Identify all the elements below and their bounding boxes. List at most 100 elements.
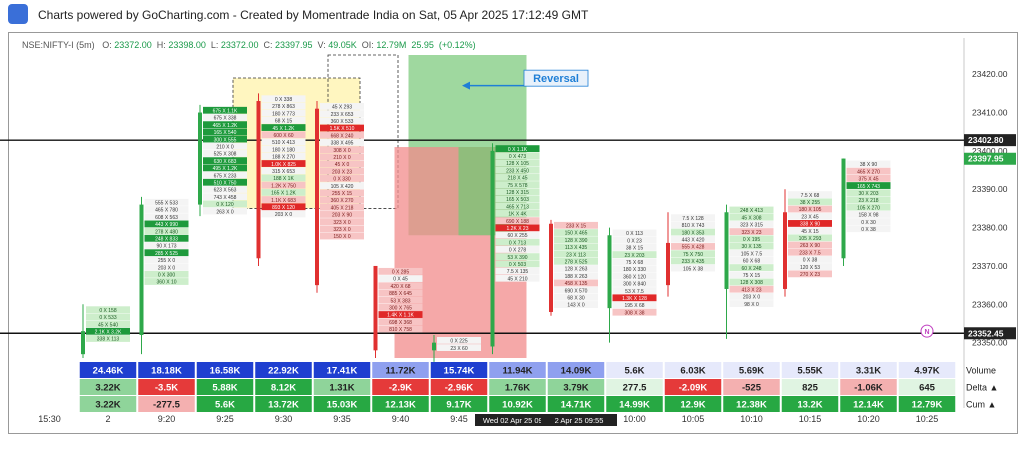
stats-row-delta: 3.22K -3.5K 5.88K 8.12K 1.31K -2.9K -2.96K 1.76… bbox=[79, 379, 998, 395]
stats-cell bbox=[606, 362, 663, 378]
footprint-cell bbox=[320, 131, 364, 139]
footprint-cell-text: 210 X 0 bbox=[216, 144, 233, 150]
footprint-cell-text: 128 X 263 bbox=[565, 267, 588, 273]
footprint-cell bbox=[788, 227, 832, 235]
footprint-cell-text: 53 X 390 bbox=[507, 255, 527, 261]
footprint-cell-text: 525 X 308 bbox=[214, 152, 237, 158]
price-label-bg bbox=[964, 152, 1016, 165]
stats-cell bbox=[723, 379, 780, 395]
stats-value: 4.97K bbox=[914, 366, 939, 377]
stats-cell bbox=[898, 362, 956, 378]
footprint-cell bbox=[612, 258, 657, 266]
x-tick-label: 10:20 bbox=[857, 414, 880, 424]
footprint-cell bbox=[495, 202, 540, 210]
footprint-cell-text: 465 X 713 bbox=[506, 204, 529, 210]
footprint-cell bbox=[671, 243, 715, 250]
footprint-cell bbox=[495, 238, 540, 246]
footprint-cell bbox=[612, 308, 657, 316]
footprint-cell bbox=[320, 103, 364, 110]
footprint-cell bbox=[729, 228, 774, 235]
footprint-cell-text: 323 X 23 bbox=[741, 230, 761, 236]
footprint-cell-text: 0 X 533 bbox=[99, 315, 116, 321]
footprint-cell bbox=[495, 166, 540, 174]
footprint-cell bbox=[612, 272, 657, 280]
footprint-cell bbox=[788, 191, 832, 199]
candle-body bbox=[841, 158, 846, 259]
footprint-cell-text: 0 X 330 bbox=[333, 177, 350, 183]
footprint-cell bbox=[612, 265, 657, 273]
footprint-cell bbox=[495, 195, 540, 203]
footprint-cell-text: 278 X 863 bbox=[272, 104, 295, 110]
footprint-cell bbox=[203, 135, 247, 143]
footprint-cell bbox=[320, 203, 364, 211]
footprint-cell bbox=[729, 264, 774, 271]
footprint-cell-text: 0 X 158 bbox=[99, 308, 116, 314]
stats-value: 645 bbox=[919, 383, 936, 394]
y-tick-label: 23420.00 bbox=[972, 69, 1008, 79]
footprint-cell-text: 0 X 45 bbox=[393, 277, 408, 283]
stats-value: -2.9K bbox=[389, 383, 412, 394]
stats-value: -525 bbox=[742, 383, 762, 394]
stats-cell bbox=[781, 362, 839, 378]
stats-cell bbox=[606, 396, 663, 412]
footprint-cell bbox=[612, 301, 657, 309]
footprint-cell bbox=[846, 189, 891, 197]
footprint-cell bbox=[261, 145, 306, 153]
footprint-cell bbox=[203, 207, 247, 215]
footprint-cell-text: 0 X 285 bbox=[392, 270, 409, 276]
footprint-cell bbox=[203, 121, 247, 129]
footprint-cell-text: 233 X 15 bbox=[566, 224, 586, 230]
stats-value: 10.92K bbox=[502, 400, 533, 411]
stats-row-cum: 3.22K -277.5 5.6K 13.72K 15.03K 12.13K 9.17K 10… bbox=[79, 396, 996, 412]
footprint-cell bbox=[729, 278, 774, 286]
stats-cell bbox=[79, 396, 137, 412]
stats-cell bbox=[79, 379, 137, 395]
footprint-cell-text: 165 X 1.2K bbox=[271, 191, 296, 197]
x-tick-label: 10:25 bbox=[916, 414, 939, 424]
header-bar: Charts powered by GoCharting.com - Creat… bbox=[0, 0, 1024, 30]
footprint-cell-text: 270 X 23 bbox=[800, 272, 820, 278]
stats-cell bbox=[138, 362, 195, 378]
footprint-cell-text: 128 X 308 bbox=[740, 280, 763, 286]
candle-body bbox=[315, 108, 319, 286]
candle-body bbox=[81, 331, 85, 355]
stats-cell bbox=[664, 379, 722, 395]
footprint-cell bbox=[378, 267, 423, 275]
footprint-cell-text: 68 X 30 bbox=[567, 296, 584, 302]
footprint-cell-text: 1.2K X 750 bbox=[271, 183, 296, 189]
low-value: 23372.00 bbox=[220, 40, 259, 50]
footprint-cell bbox=[320, 153, 364, 161]
footprint-cell-text: 23 X 45 bbox=[801, 214, 818, 220]
footprint-cell bbox=[261, 181, 306, 189]
footprint-cell-text: 810 X 758 bbox=[389, 327, 412, 333]
footprint-cell-text: 300 X 765 bbox=[389, 306, 412, 312]
stats-value: 1.31K bbox=[329, 383, 354, 394]
stats-value: 12.79K bbox=[912, 400, 943, 411]
footprint-cell-text: 45 X 540 bbox=[98, 322, 118, 328]
footprint-cell bbox=[261, 174, 306, 182]
y-tick-label: 23380.00 bbox=[972, 223, 1008, 233]
stats-value: 9.17K bbox=[446, 400, 471, 411]
footprint-cell-text: 0 X 503 bbox=[509, 262, 526, 268]
footprint-cell-text: 698 X 368 bbox=[389, 320, 412, 326]
price-label-bg bbox=[964, 327, 1016, 340]
footprint-cell-text: 248 X 413 bbox=[740, 208, 763, 214]
footprint-cell-text: 465 X 270 bbox=[857, 169, 880, 175]
x-tick-label: 9:25 bbox=[216, 414, 234, 424]
footprint-cell-text: 675 X 338 bbox=[214, 116, 237, 122]
footprint-cell-text: 105 X 293 bbox=[799, 236, 822, 242]
candle-body bbox=[139, 204, 144, 335]
x-time-highlight: 2 Apr 25 09:55 bbox=[541, 414, 617, 426]
footprint-cell bbox=[144, 256, 189, 264]
stats-value: 18.18K bbox=[151, 366, 182, 377]
footprint-cell bbox=[846, 160, 891, 168]
footprint-cell bbox=[320, 182, 364, 190]
footprint-cell bbox=[846, 196, 891, 204]
x-tick-label: 9:30 bbox=[275, 414, 293, 424]
